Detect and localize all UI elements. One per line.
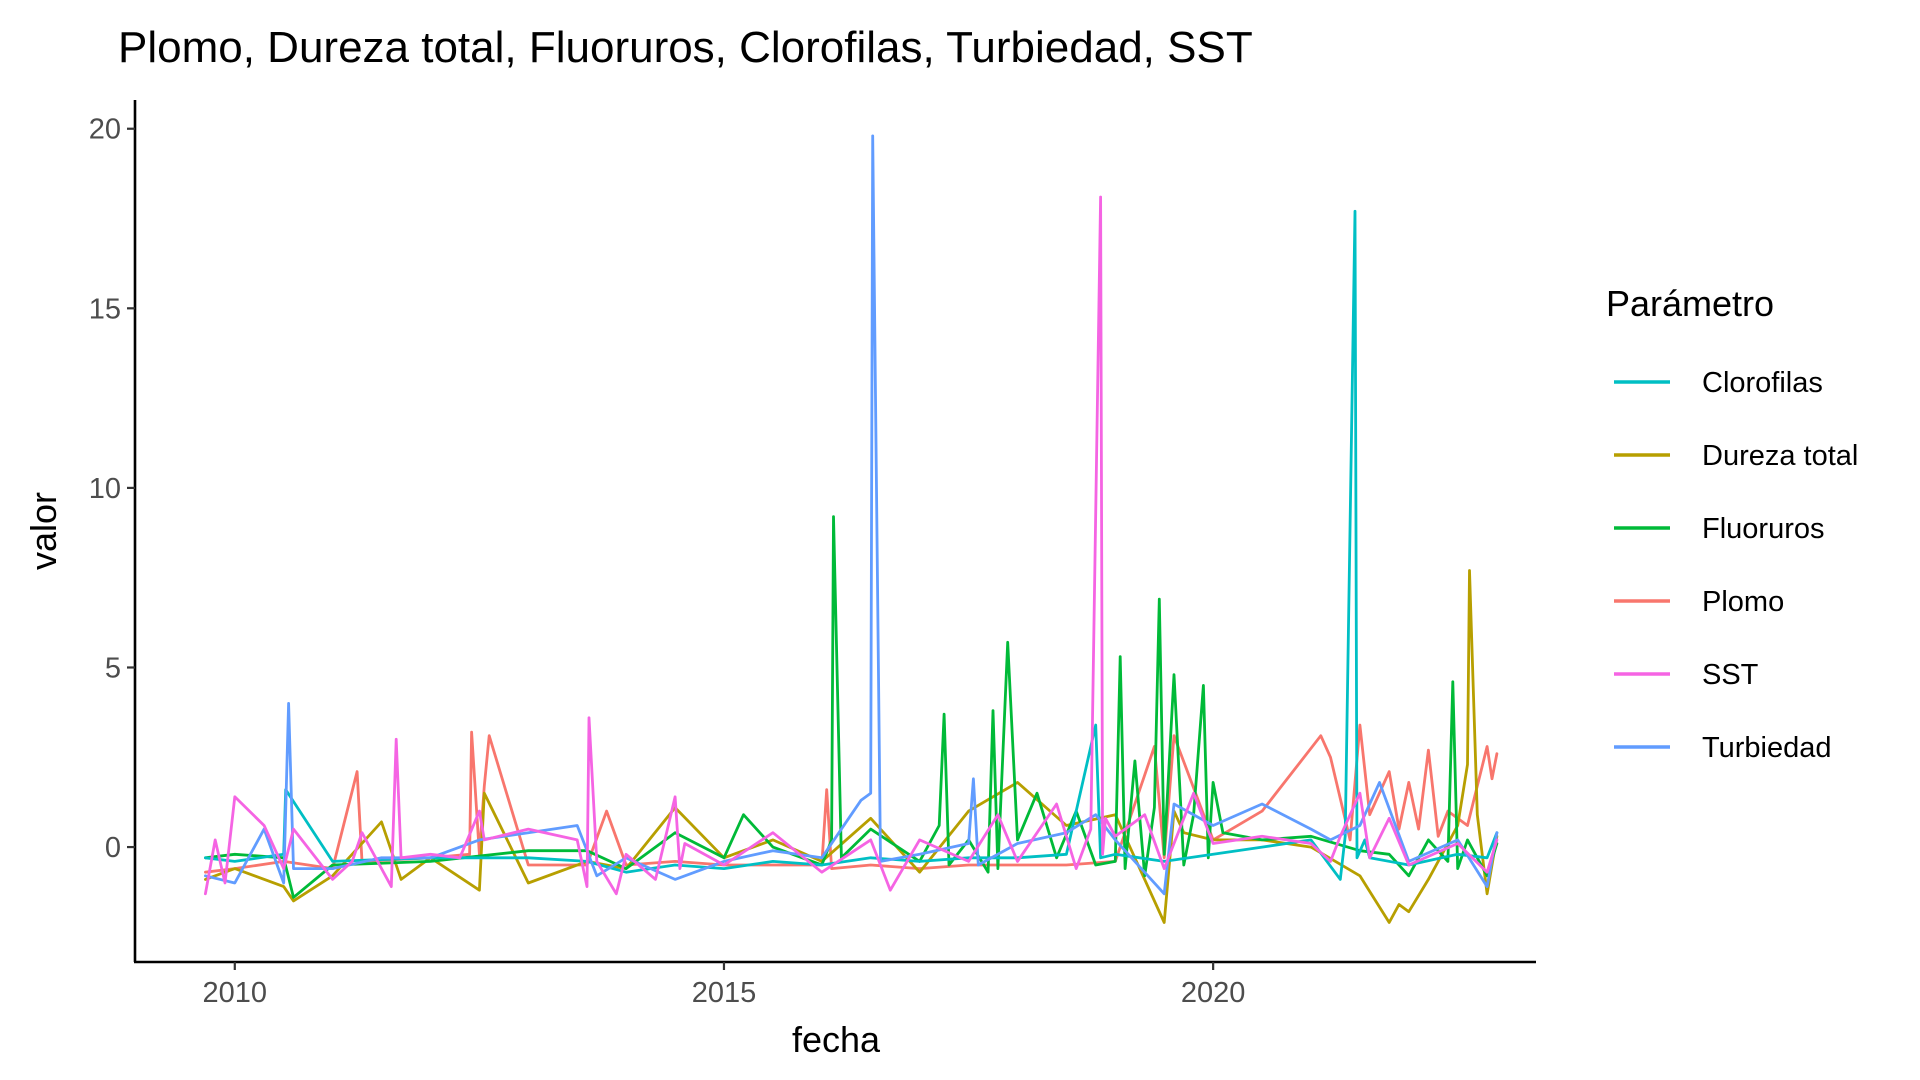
- chart-title: Plomo, Dureza total, Fluoruros, Clorofil…: [118, 23, 1253, 72]
- y-tick-label: 10: [89, 473, 121, 505]
- y-axis-title: valor: [23, 492, 64, 570]
- legend-title: Parámetro: [1606, 283, 1774, 324]
- x-tick-label: 2020: [1181, 977, 1246, 1009]
- legend-items: Clorofilas Dureza total Fluoruros Plomo SST T…: [1614, 367, 1858, 764]
- series-line-fluoruros: [203, 515, 1499, 899]
- series-line-dureza-total: [203, 569, 1499, 924]
- x-tick-label: 2015: [692, 977, 757, 1009]
- y-tick-label: 20: [89, 114, 121, 146]
- series-line-clorofilas: [203, 209, 1499, 881]
- y-tick-label: 0: [105, 832, 121, 864]
- y-axis-ticks: 0 5 10 15 20: [89, 114, 135, 864]
- legend-label-clorofilas: Clorofilas: [1702, 367, 1823, 399]
- x-axis-ticks: 2010 2015 2020: [203, 962, 1246, 1009]
- series-line-plomo: [203, 723, 1499, 874]
- series-line-sst: [203, 195, 1499, 896]
- plot-series-group: [203, 134, 1499, 924]
- x-axis-title: fecha: [792, 1019, 881, 1060]
- legend-label-plomo: Plomo: [1702, 586, 1784, 618]
- y-tick-label: 15: [89, 293, 121, 325]
- legend-label-sst: SST: [1702, 659, 1759, 691]
- y-tick-label: 5: [105, 652, 121, 684]
- legend-label-dureza-total: Dureza total: [1702, 440, 1858, 472]
- legend-label-fluoruros: Fluoruros: [1702, 513, 1825, 545]
- x-tick-label: 2010: [203, 977, 268, 1009]
- legend-label-turbiedad: Turbiedad: [1702, 732, 1832, 764]
- series-line-turbiedad: [203, 134, 1499, 896]
- legend: Parámetro Clorofilas Dureza total Fluoruro…: [1606, 283, 1858, 764]
